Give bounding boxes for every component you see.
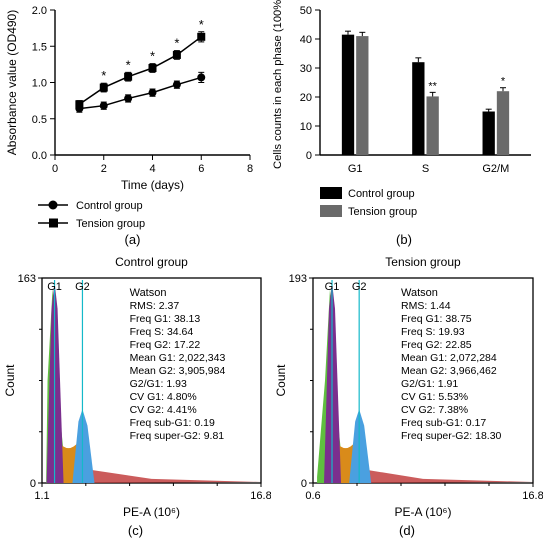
svg-text:*: * xyxy=(174,36,179,51)
svg-text:Freq sub-G1: 0.19: Freq sub-G1: 0.19 xyxy=(130,417,215,429)
svg-text:Tension group: Tension group xyxy=(348,206,417,218)
svg-text:Freq S: 19.93: Freq S: 19.93 xyxy=(401,326,465,338)
svg-text:1.1: 1.1 xyxy=(34,490,49,502)
svg-text:8: 8 xyxy=(247,163,253,175)
svg-text:Freq G2: 17.22: Freq G2: 17.22 xyxy=(130,339,201,351)
legend-label: Control group xyxy=(76,200,143,212)
svg-text:50: 50 xyxy=(300,5,312,17)
svg-text:CV G1: 4.80%: CV G1: 4.80% xyxy=(130,391,197,403)
legend-label: Tension group xyxy=(76,218,145,230)
svg-text:CV G1: 5.53%: CV G1: 5.53% xyxy=(401,391,468,403)
svg-text:16.8: 16.8 xyxy=(250,490,271,502)
svg-text:Freq G1: 38.75: Freq G1: 38.75 xyxy=(401,313,472,325)
svg-text:*: * xyxy=(199,17,204,32)
svg-text:Mean G1: 2,072,284: Mean G1: 2,072,284 xyxy=(401,352,497,364)
svg-text:0.5: 0.5 xyxy=(32,114,47,126)
svg-text:Count: Count xyxy=(274,364,288,397)
svg-text:G1: G1 xyxy=(325,281,340,293)
svg-text:Freq sub-G1: 0.17: Freq sub-G1: 0.17 xyxy=(401,417,486,429)
svg-text:Count: Count xyxy=(3,364,17,397)
svg-text:Absorbance value (OD490): Absorbance value (OD490) xyxy=(5,10,19,155)
svg-text:1.0: 1.0 xyxy=(32,78,47,90)
svg-text:193: 193 xyxy=(289,273,307,285)
svg-text:Freq super-G2: 9.81: Freq super-G2: 9.81 xyxy=(130,430,225,442)
svg-text:Mean G1: 2,022,343: Mean G1: 2,022,343 xyxy=(130,352,226,364)
svg-text:Control group: Control group xyxy=(115,255,188,269)
svg-text:40: 40 xyxy=(300,34,312,46)
svg-text:CV G2: 4.41%: CV G2: 4.41% xyxy=(130,404,197,416)
svg-text:RMS: 2.37: RMS: 2.37 xyxy=(130,300,180,312)
svg-text:PE-A (10⁶): PE-A (10⁶) xyxy=(123,505,180,519)
svg-text:*: * xyxy=(501,76,506,88)
svg-text:PE-A (10⁶): PE-A (10⁶) xyxy=(395,505,452,519)
svg-text:Mean G2: 3,966,462: Mean G2: 3,966,462 xyxy=(401,365,497,377)
svg-text:0.0: 0.0 xyxy=(32,150,47,162)
svg-text:0: 0 xyxy=(306,150,312,162)
svg-text:G1: G1 xyxy=(47,281,62,293)
svg-text:6: 6 xyxy=(198,163,204,175)
svg-text:Watson: Watson xyxy=(401,287,438,299)
svg-text:(a): (a) xyxy=(125,232,141,247)
svg-text:Mean G2: 3,905,984: Mean G2: 3,905,984 xyxy=(130,365,226,377)
svg-text:G1: G1 xyxy=(348,163,363,175)
svg-text:Freq super-G2: 18.30: Freq super-G2: 18.30 xyxy=(401,430,502,442)
svg-text:Freq G2: 22.85: Freq G2: 22.85 xyxy=(401,339,472,351)
svg-text:0: 0 xyxy=(30,478,36,490)
svg-text:G2: G2 xyxy=(352,281,367,293)
svg-text:163: 163 xyxy=(18,273,36,285)
svg-text:G2/G1: 1.91: G2/G1: 1.91 xyxy=(401,378,458,390)
panel-c: 0 163 1.1 16.8 Count PE-A (10⁶) Control group (… xyxy=(0,250,271,541)
svg-text:1.5: 1.5 xyxy=(32,41,47,53)
svg-text:20: 20 xyxy=(300,92,312,104)
svg-text:Time (days): Time (days) xyxy=(121,178,184,192)
svg-text:*: * xyxy=(126,57,131,72)
svg-text:Watson: Watson xyxy=(130,287,167,299)
svg-text:**: ** xyxy=(428,80,437,92)
svg-text:30: 30 xyxy=(300,63,312,75)
svg-text:G2/M: G2/M xyxy=(482,163,509,175)
svg-text:S: S xyxy=(422,163,429,175)
svg-text:4: 4 xyxy=(149,163,155,175)
svg-text:G2/G1: 1.93: G2/G1: 1.93 xyxy=(130,378,187,390)
svg-text:Tension group: Tension group xyxy=(385,255,461,269)
svg-text:Cells counts in each phase (10: Cells counts in each phase (100%) xyxy=(272,0,284,169)
svg-text:*: * xyxy=(150,49,155,64)
svg-text:CV G2: 7.38%: CV G2: 7.38% xyxy=(401,404,468,416)
svg-text:0: 0 xyxy=(52,163,58,175)
svg-text:(b): (b) xyxy=(396,232,412,247)
svg-text:*: * xyxy=(101,68,106,83)
svg-text:2: 2 xyxy=(101,163,107,175)
svg-text:Freq S: 34.64: Freq S: 34.64 xyxy=(130,326,194,338)
svg-text:16.8: 16.8 xyxy=(522,490,543,502)
svg-text:0: 0 xyxy=(301,478,307,490)
panel-d: 0 193 0.6 16.8 Count PE-A (10⁶) Tension group (… xyxy=(271,250,543,541)
svg-text:(d): (d) xyxy=(399,523,415,538)
svg-text:0.6: 0.6 xyxy=(305,490,320,502)
svg-text:Freq G1: 38.13: Freq G1: 38.13 xyxy=(130,313,201,325)
svg-text:2.0: 2.0 xyxy=(32,5,47,17)
svg-text:(c): (c) xyxy=(128,523,143,538)
svg-text:G2: G2 xyxy=(75,281,90,293)
svg-text:Control group: Control group xyxy=(348,188,415,200)
svg-text:RMS: 1.44: RMS: 1.44 xyxy=(401,300,451,312)
svg-text:10: 10 xyxy=(300,121,312,133)
panel-b: 0 10 20 30 40 50 Cells counts in each phase (1… xyxy=(265,0,543,250)
panel-a: 0.0 0.5 1.0 1.5 2.0 0 2 4 6 8 Time (days) Absorbanc… xyxy=(0,0,265,250)
